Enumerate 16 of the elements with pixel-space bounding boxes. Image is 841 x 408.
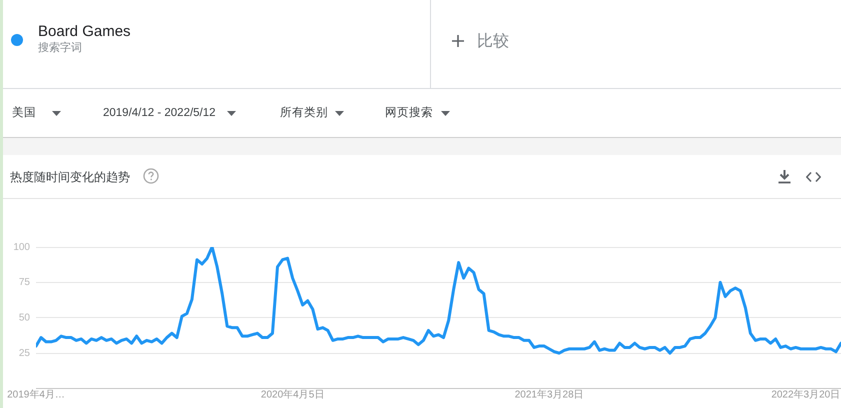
legend-label: Board Games bbox=[38, 23, 131, 41]
text: 搜索字词 bbox=[38, 42, 82, 55]
text: 比较 bbox=[477, 32, 509, 51]
y-tick-label: 50 bbox=[18, 312, 30, 324]
chart-title: 热度随时间变化的趋势 bbox=[10, 170, 130, 184]
text: 2019/4/12 - 2022/5/12 bbox=[103, 106, 216, 121]
y-tick-label: 75 bbox=[18, 277, 30, 288]
x-tick-label: 2019年4月… bbox=[7, 388, 65, 400]
x-tick-label: 2022年3月20日 bbox=[771, 388, 840, 400]
x-tick-label: 2020年4月5日 bbox=[260, 388, 324, 400]
text: 所有类别 bbox=[280, 106, 328, 121]
y-tick-label: 100 bbox=[13, 242, 30, 253]
text: 美国 bbox=[12, 105, 36, 121]
text: 网页搜索 bbox=[385, 106, 433, 121]
x-tick-label: 2021年3月28日 bbox=[514, 388, 584, 400]
y-tick-label: 25 bbox=[18, 348, 30, 359]
